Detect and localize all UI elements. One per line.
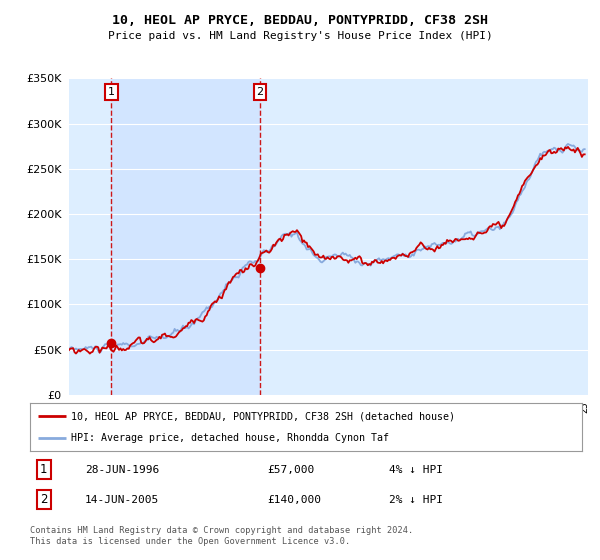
Text: HPI: Average price, detached house, Rhondda Cynon Taf: HPI: Average price, detached house, Rhon…: [71, 433, 389, 443]
Bar: [112, 78, 260, 395]
Text: Price paid vs. HM Land Registry's House Price Index (HPI): Price paid vs. HM Land Registry's House …: [107, 31, 493, 41]
Text: 2: 2: [256, 87, 263, 97]
Text: 2% ↓ HPI: 2% ↓ HPI: [389, 494, 443, 505]
Text: 4% ↓ HPI: 4% ↓ HPI: [389, 465, 443, 475]
Text: 28-JUN-1996: 28-JUN-1996: [85, 465, 160, 475]
Text: £57,000: £57,000: [268, 465, 314, 475]
Text: Contains HM Land Registry data © Crown copyright and database right 2024.
This d: Contains HM Land Registry data © Crown c…: [30, 526, 413, 546]
Text: 10, HEOL AP PRYCE, BEDDAU, PONTYPRIDD, CF38 2SH: 10, HEOL AP PRYCE, BEDDAU, PONTYPRIDD, C…: [112, 14, 488, 27]
Text: 1: 1: [40, 463, 47, 477]
Bar: [69, 78, 112, 395]
Text: 2: 2: [40, 493, 47, 506]
Bar: [577, 78, 588, 395]
Text: 10, HEOL AP PRYCE, BEDDAU, PONTYPRIDD, CF38 2SH (detached house): 10, HEOL AP PRYCE, BEDDAU, PONTYPRIDD, C…: [71, 411, 455, 421]
Text: £140,000: £140,000: [268, 494, 322, 505]
Text: 14-JUN-2005: 14-JUN-2005: [85, 494, 160, 505]
Text: 1: 1: [108, 87, 115, 97]
